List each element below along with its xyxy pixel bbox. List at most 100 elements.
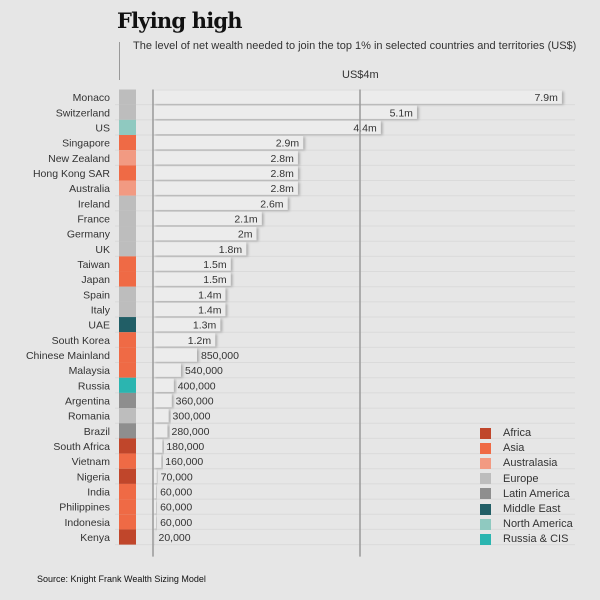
data-label: 70,000 <box>161 471 193 483</box>
legend-label: Asia <box>503 442 525 455</box>
category-label: Hong Kong SAR <box>33 168 110 180</box>
category-label: Spain <box>83 289 110 301</box>
bar <box>153 90 562 104</box>
title-rule <box>119 42 120 80</box>
region-swatch <box>119 408 136 424</box>
region-swatch <box>119 195 136 211</box>
bar <box>153 454 162 468</box>
category-label: UK <box>95 244 110 256</box>
region-swatch <box>119 468 136 484</box>
bar <box>153 166 298 180</box>
bar <box>153 393 172 408</box>
category-label: France <box>77 213 110 225</box>
legend-item: Latin America <box>480 488 570 500</box>
data-label: 1.4m <box>198 304 222 316</box>
region-swatch <box>119 165 136 181</box>
bar <box>153 211 262 226</box>
category-label: Indonesia <box>64 517 110 529</box>
legend-swatch <box>480 518 491 530</box>
bar <box>153 348 197 362</box>
bar <box>153 242 247 256</box>
bar <box>153 333 216 347</box>
bar <box>153 120 381 135</box>
region-swatch <box>119 180 136 196</box>
source-note: Source: Knight Frank Wealth Sizing Model <box>37 574 206 584</box>
bar <box>153 515 157 529</box>
category-label: Italy <box>91 304 111 316</box>
region-swatch <box>119 89 136 105</box>
bar <box>153 439 163 453</box>
data-label: 1.8m <box>219 244 243 256</box>
legend-label: Australasia <box>503 457 558 470</box>
category-label: South Korea <box>52 335 111 347</box>
category-label: New Zealand <box>48 153 110 165</box>
region-swatch <box>119 271 136 287</box>
data-label: 160,000 <box>165 456 203 468</box>
data-label: 2m <box>238 229 253 241</box>
bar <box>153 227 257 241</box>
legend-label: Russia & CIS <box>503 533 569 546</box>
region-swatch <box>119 241 136 257</box>
data-label: 360,000 <box>176 395 214 407</box>
region-swatch <box>119 362 136 378</box>
bar <box>153 105 417 119</box>
bar <box>153 500 157 514</box>
legend-item: North America <box>480 518 573 530</box>
bar <box>153 257 231 271</box>
legend-item: Middle East <box>480 503 560 515</box>
data-label: 4.4m <box>353 122 377 134</box>
bar <box>153 181 298 195</box>
category-label: US <box>95 122 110 134</box>
category-label: Argentina <box>65 395 110 407</box>
legend-swatch <box>480 533 491 545</box>
legend-item: Europe <box>480 473 538 485</box>
category-label: Nigeria <box>77 471 110 483</box>
bar <box>153 378 174 392</box>
category-label: Japan <box>81 274 110 286</box>
category-label: Brazil <box>84 426 110 438</box>
region-swatch <box>119 499 136 515</box>
region-swatch <box>119 150 136 166</box>
category-label: South Africa <box>53 441 110 453</box>
data-label: 180,000 <box>166 441 204 453</box>
category-label: Germany <box>67 229 111 241</box>
legend-label: North America <box>503 518 573 531</box>
region-swatch <box>119 104 136 120</box>
region-swatch <box>119 226 136 242</box>
data-label: 1.3m <box>193 320 217 332</box>
category-label: Switzerland <box>56 107 110 119</box>
data-label: 850,000 <box>201 350 239 362</box>
region-swatch <box>119 514 136 530</box>
region-swatch <box>119 317 136 333</box>
region-swatch <box>119 135 136 151</box>
category-label: Taiwan <box>77 259 110 271</box>
data-label: 20,000 <box>159 532 191 544</box>
data-label: 1.4m <box>198 289 222 301</box>
data-label: 1.2m <box>188 335 212 347</box>
region-swatch <box>119 256 136 272</box>
data-label: 1.5m <box>203 259 227 271</box>
data-label: 60,000 <box>160 517 192 529</box>
bar <box>153 287 226 301</box>
chart-title: Flying high <box>117 8 243 33</box>
data-label: 5.1m <box>390 107 414 119</box>
bar <box>153 409 169 423</box>
bar <box>153 302 226 317</box>
data-label: 60,000 <box>160 502 192 514</box>
region-swatch <box>119 392 136 409</box>
bar <box>153 196 288 210</box>
category-label: Ireland <box>78 198 110 210</box>
legend-swatch <box>480 503 491 515</box>
data-label: 2.9m <box>276 138 300 150</box>
reference-line-label: US$4m <box>342 69 379 81</box>
bar <box>153 318 221 332</box>
category-label: Philippines <box>59 502 110 514</box>
legend-swatch <box>480 427 491 439</box>
bar <box>153 484 157 499</box>
category-label: Vietnam <box>72 456 111 468</box>
region-swatch <box>119 377 136 393</box>
bar <box>153 136 304 150</box>
category-label: India <box>87 487 110 499</box>
